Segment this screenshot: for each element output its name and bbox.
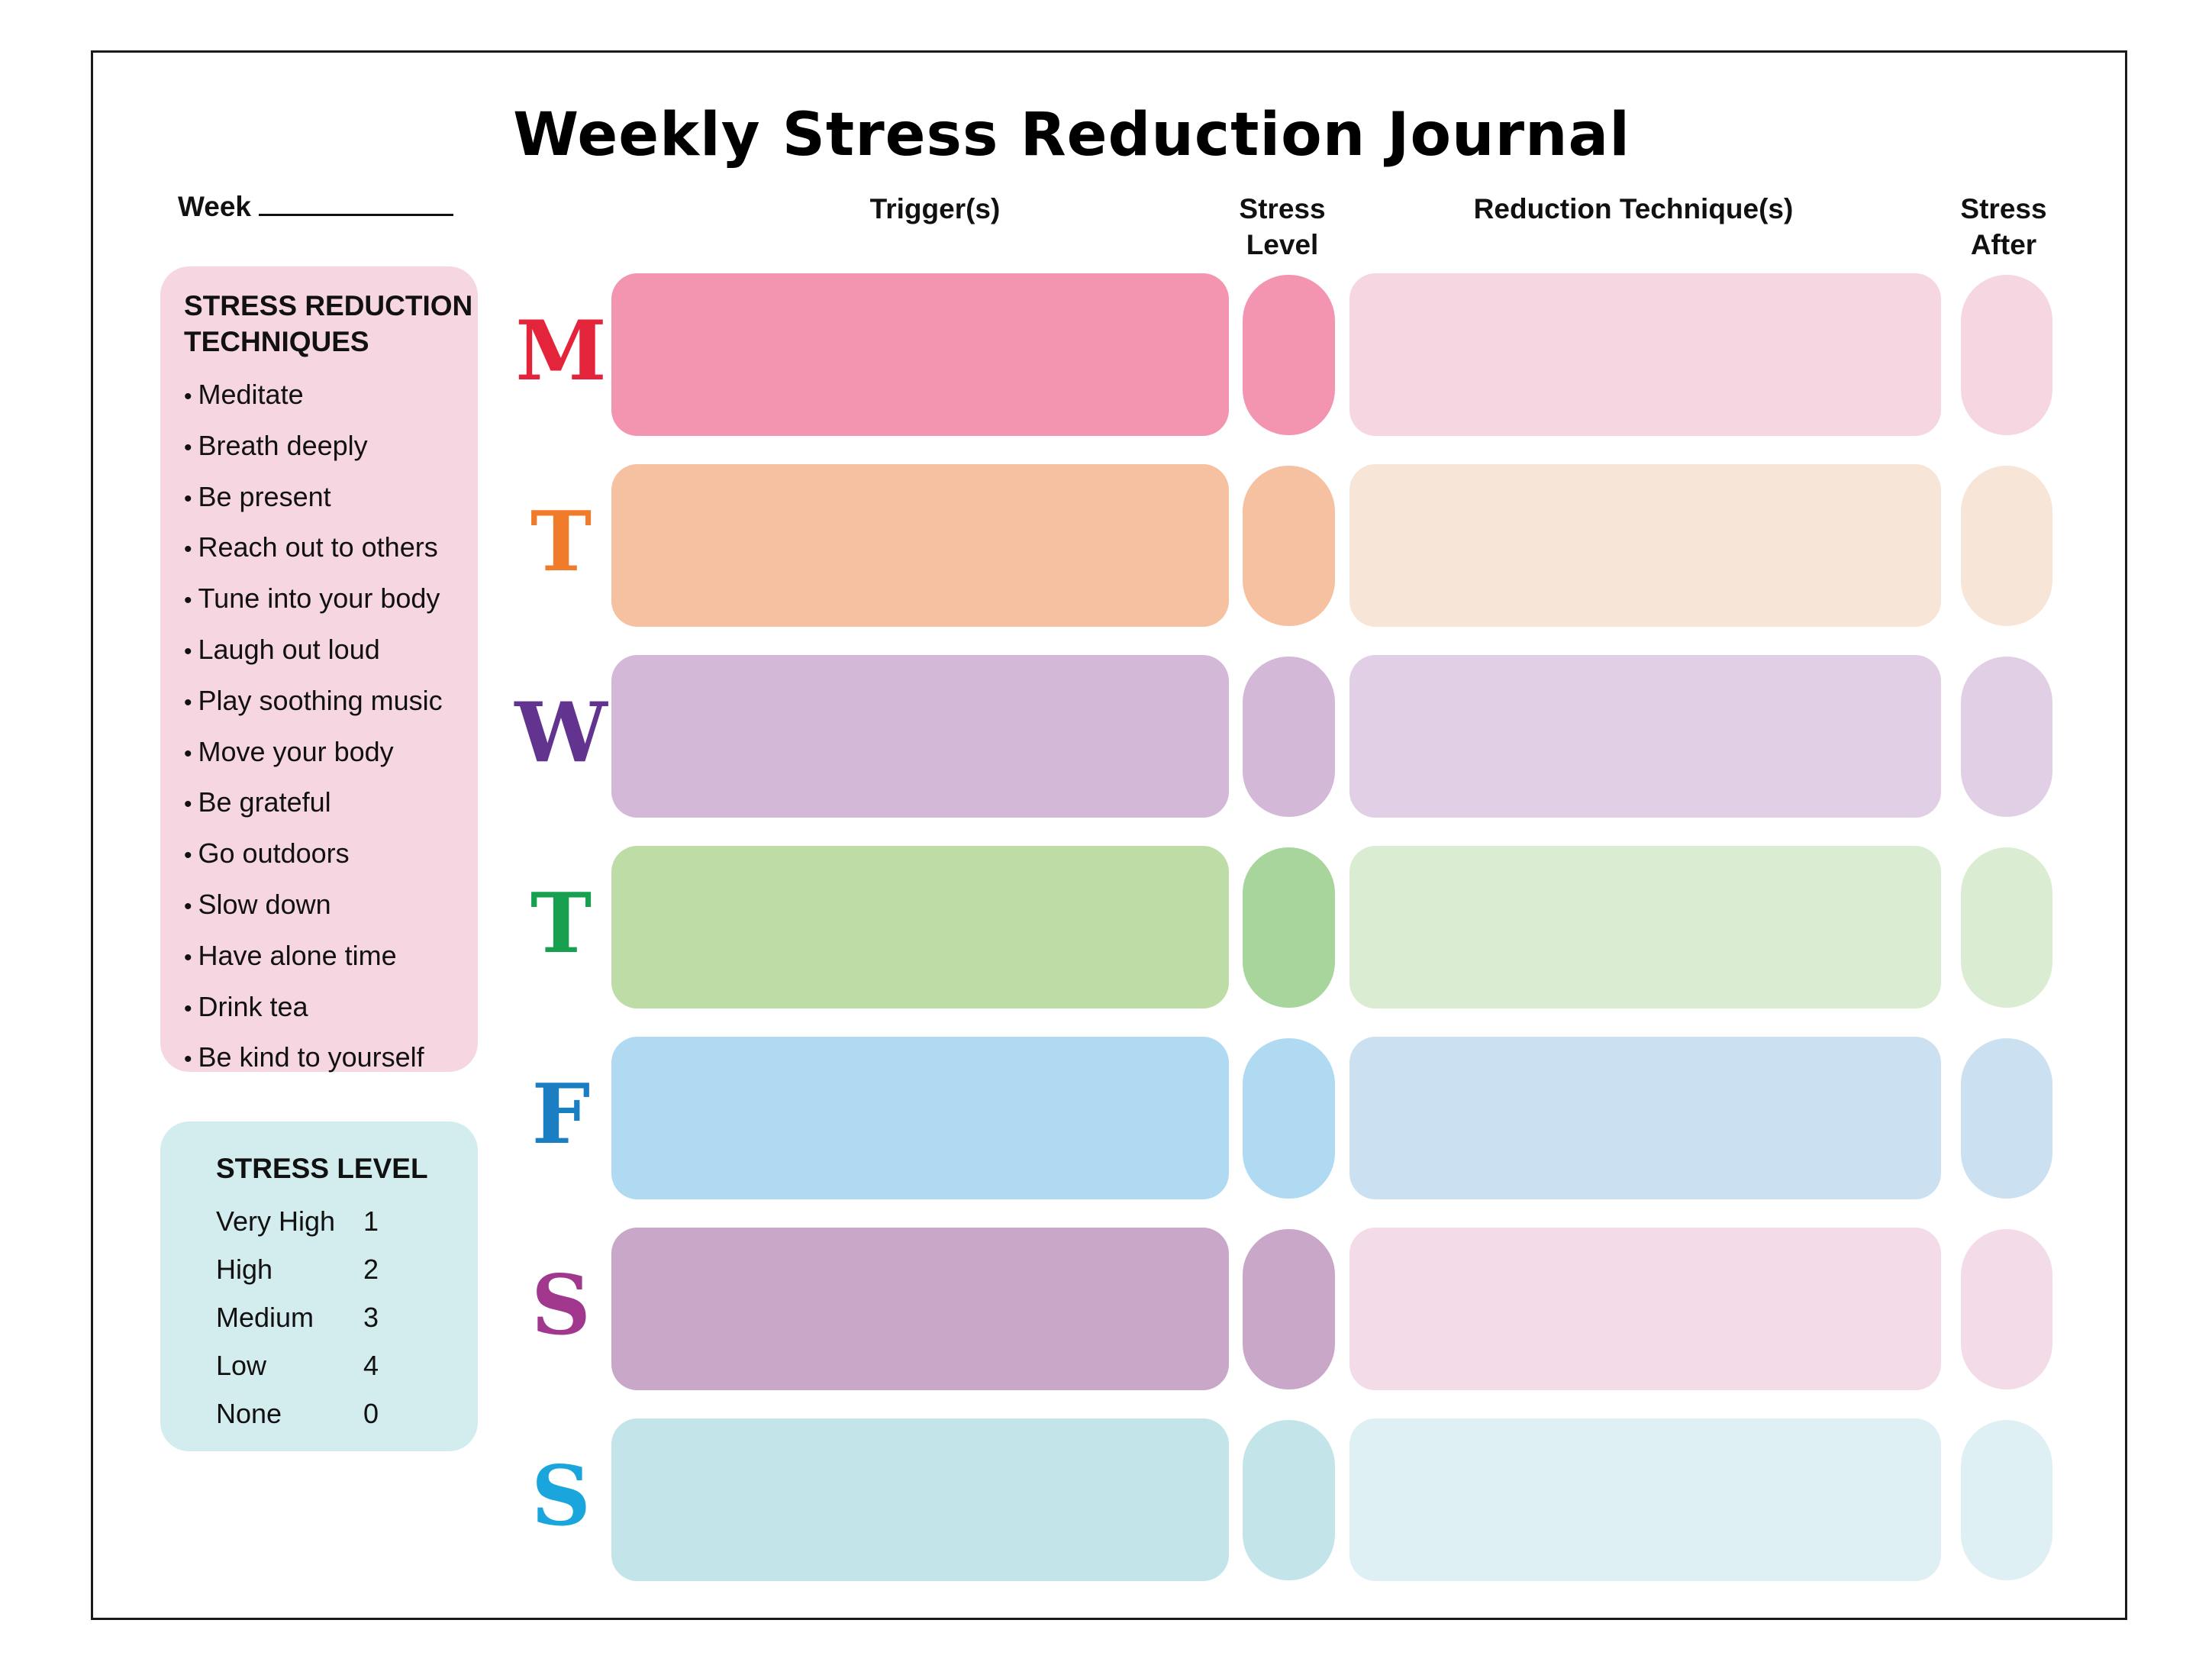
day-letter: S <box>531 1448 591 1544</box>
stress-after-field[interactable] <box>1961 657 2052 817</box>
trigger-field[interactable] <box>611 846 1229 1008</box>
stress-after-field[interactable] <box>1961 466 2052 626</box>
col-header-stress-level-line1: Stress <box>1239 193 1326 224</box>
stress-level-field[interactable] <box>1243 657 1335 817</box>
stress-level-value: 1 <box>363 1205 379 1237</box>
stress-level-row: Low 4 <box>216 1341 478 1389</box>
technique-field[interactable] <box>1349 273 1941 436</box>
trigger-field[interactable] <box>611 1418 1229 1581</box>
day-letter: M <box>515 303 607 399</box>
technique-field[interactable] <box>1349 1418 1941 1581</box>
technique-item: Have alone time <box>184 931 478 983</box>
stress-level-field[interactable] <box>1243 1229 1335 1389</box>
technique-field[interactable] <box>1349 655 1941 818</box>
technique-item: Meditate <box>184 370 478 421</box>
col-header-stress-after-line1: Stress <box>1960 193 2047 224</box>
technique-item: Play soothing music <box>184 676 478 728</box>
stress-level-field[interactable] <box>1243 466 1335 626</box>
col-header-stress-after-line2: After <box>1970 229 2037 260</box>
stress-after-field[interactable] <box>1961 1229 2052 1389</box>
stress-level-value: 0 <box>363 1398 379 1429</box>
stress-level-field[interactable] <box>1243 1038 1335 1199</box>
stress-after-field[interactable] <box>1961 1420 2052 1580</box>
techniques-list: MeditateBreath deeplyBe presentReach out… <box>184 370 478 1084</box>
stress-after-field[interactable] <box>1961 1038 2052 1199</box>
stress-level-value: 2 <box>363 1254 379 1285</box>
stress-level-panel-title: STRESS LEVEL <box>216 1153 428 1184</box>
technique-item: Drink tea <box>184 983 478 1034</box>
technique-field[interactable] <box>1349 1037 1941 1199</box>
stress-level-value: 4 <box>363 1350 379 1381</box>
technique-item: Move your body <box>184 728 478 779</box>
stress-level-name: Very High <box>216 1205 336 1237</box>
trigger-field[interactable] <box>611 273 1229 436</box>
stress-level-name: Medium <box>216 1302 314 1333</box>
stress-level-row: High 2 <box>216 1245 478 1293</box>
stress-level-name: None <box>216 1398 282 1429</box>
stress-level-name: Low <box>216 1350 267 1381</box>
page-border <box>91 50 2127 1620</box>
trigger-field[interactable] <box>611 655 1229 818</box>
week-field[interactable]: Week <box>178 191 453 223</box>
stress-level-field[interactable] <box>1243 847 1335 1008</box>
col-header-stress-after: Stress After <box>1943 191 2065 263</box>
technique-item: Be present <box>184 473 478 524</box>
day-letter: T <box>530 494 592 590</box>
trigger-field[interactable] <box>611 1037 1229 1199</box>
stress-after-field[interactable] <box>1961 275 2052 435</box>
stress-level-name: High <box>216 1254 273 1285</box>
stress-level-field[interactable] <box>1243 1420 1335 1580</box>
techniques-panel: STRESS REDUCTION TECHNIQUES MeditateBrea… <box>160 266 478 1073</box>
technique-item: Go outdoors <box>184 829 478 880</box>
page-title: Weekly Stress Reduction Journal <box>513 101 1630 169</box>
technique-item: Laugh out loud <box>184 625 478 676</box>
day-letter: F <box>531 1067 591 1163</box>
day-letter: W <box>514 685 608 781</box>
col-header-techniques: Reduction Technique(s) <box>1473 193 1794 224</box>
stress-after-field[interactable] <box>1961 847 2052 1008</box>
col-header-stress-level-line2: Level <box>1246 229 1319 260</box>
stress-level-row: Very High 1 <box>216 1197 478 1245</box>
techniques-title-line1: STRESS REDUCTION <box>184 290 473 321</box>
stress-level-list: Very High 1 High 2 Medium 3 Low 4 None 0 <box>216 1197 478 1438</box>
week-label: Week <box>178 191 251 222</box>
techniques-title-line2: TECHNIQUES <box>184 326 369 357</box>
col-header-triggers: Trigger(s) <box>869 193 1001 224</box>
technique-item: Breath deeply <box>184 421 478 473</box>
stress-level-field[interactable] <box>1243 275 1335 435</box>
technique-item: Slow down <box>184 880 478 931</box>
technique-field[interactable] <box>1349 1228 1941 1390</box>
day-letter: T <box>530 876 592 972</box>
technique-item: Be grateful <box>184 778 478 829</box>
technique-item: Reach out to others <box>184 523 478 574</box>
week-blank-line[interactable] <box>259 192 453 216</box>
technique-field[interactable] <box>1349 846 1941 1008</box>
stress-level-row: Medium 3 <box>216 1293 478 1341</box>
technique-field[interactable] <box>1349 464 1941 627</box>
trigger-field[interactable] <box>611 464 1229 627</box>
stress-level-row: None 0 <box>216 1389 478 1438</box>
stress-level-panel: STRESS LEVEL Very High 1 High 2 Medium 3 Low 4 N… <box>160 1121 478 1451</box>
technique-item: Tune into your body <box>184 574 478 625</box>
technique-item: Be kind to yourself <box>184 1033 478 1084</box>
trigger-field[interactable] <box>611 1228 1229 1390</box>
day-letter: S <box>531 1257 591 1354</box>
col-header-stress-level: Stress Level <box>1221 191 1343 263</box>
stress-level-value: 3 <box>363 1302 379 1333</box>
techniques-panel-title: STRESS REDUCTION TECHNIQUES <box>184 288 478 360</box>
